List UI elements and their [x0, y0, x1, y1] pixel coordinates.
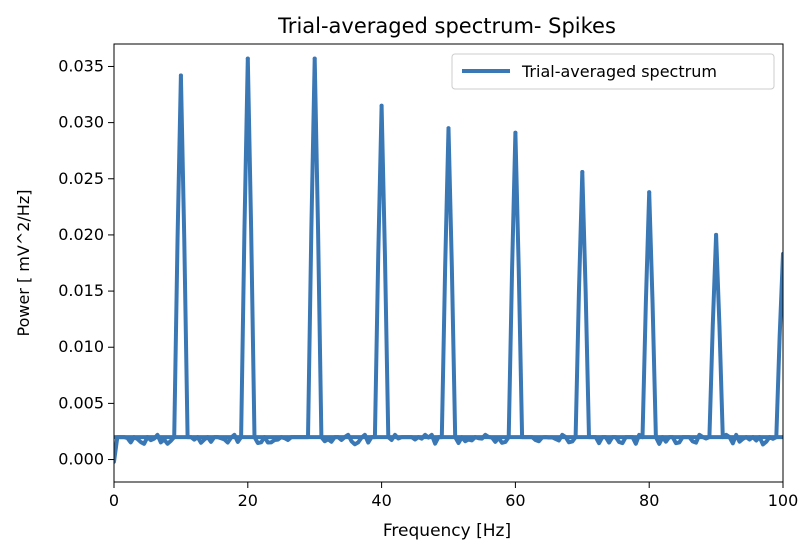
spectrum-peak-point [178, 73, 183, 78]
legend-box [451, 53, 775, 90]
y-axis-label: Power [ mV^2/Hz] [14, 190, 33, 337]
x-tick-label: 60 [505, 491, 525, 510]
x-tick-label: 0 [109, 491, 119, 510]
y-tick-label: 0.030 [58, 113, 104, 132]
y-tick-label: 0.005 [58, 393, 104, 412]
y-tick-label: 0.020 [58, 225, 104, 244]
x-tick-label: 40 [371, 491, 391, 510]
spectrum-peak-point [513, 130, 518, 135]
spectrum-peak-point [580, 170, 585, 175]
x-axis-label: Frequency [Hz] [383, 521, 511, 541]
series-line-trial-averaged-spectrum [114, 56, 783, 464]
x-tick-label: 100 [768, 491, 799, 510]
ticks-layer: 0 20 40 60 80 100 0.000 0.005 0.010 0.015 0.020 0.0… [58, 56, 798, 510]
chart-title: Trial-averaged spectrum- Spikes [277, 14, 616, 38]
y-tick-label: 0.035 [58, 56, 104, 75]
y-tick-label: 0.010 [58, 337, 104, 356]
y-tick-label: 0.000 [58, 450, 104, 469]
spectrum-peak-point [245, 56, 250, 61]
plot-layer [114, 56, 783, 464]
spectrum-peak-point [446, 126, 451, 131]
spectrum-peak-point [379, 103, 384, 108]
y-tick-label: 0.015 [58, 281, 104, 300]
spectrum-peak-point [647, 190, 652, 195]
legend-entry-label: Trial-averaged spectrum [521, 62, 717, 81]
legend: Trial-averaged spectrum [451, 53, 775, 90]
y-tick-label: 0.025 [58, 169, 104, 188]
spectrum-peak-point [714, 232, 719, 237]
plot-frame [113, 43, 784, 483]
x-tick-label: 80 [639, 491, 659, 510]
spectrum-peak-point [312, 56, 317, 61]
x-tick-label: 20 [238, 491, 258, 510]
